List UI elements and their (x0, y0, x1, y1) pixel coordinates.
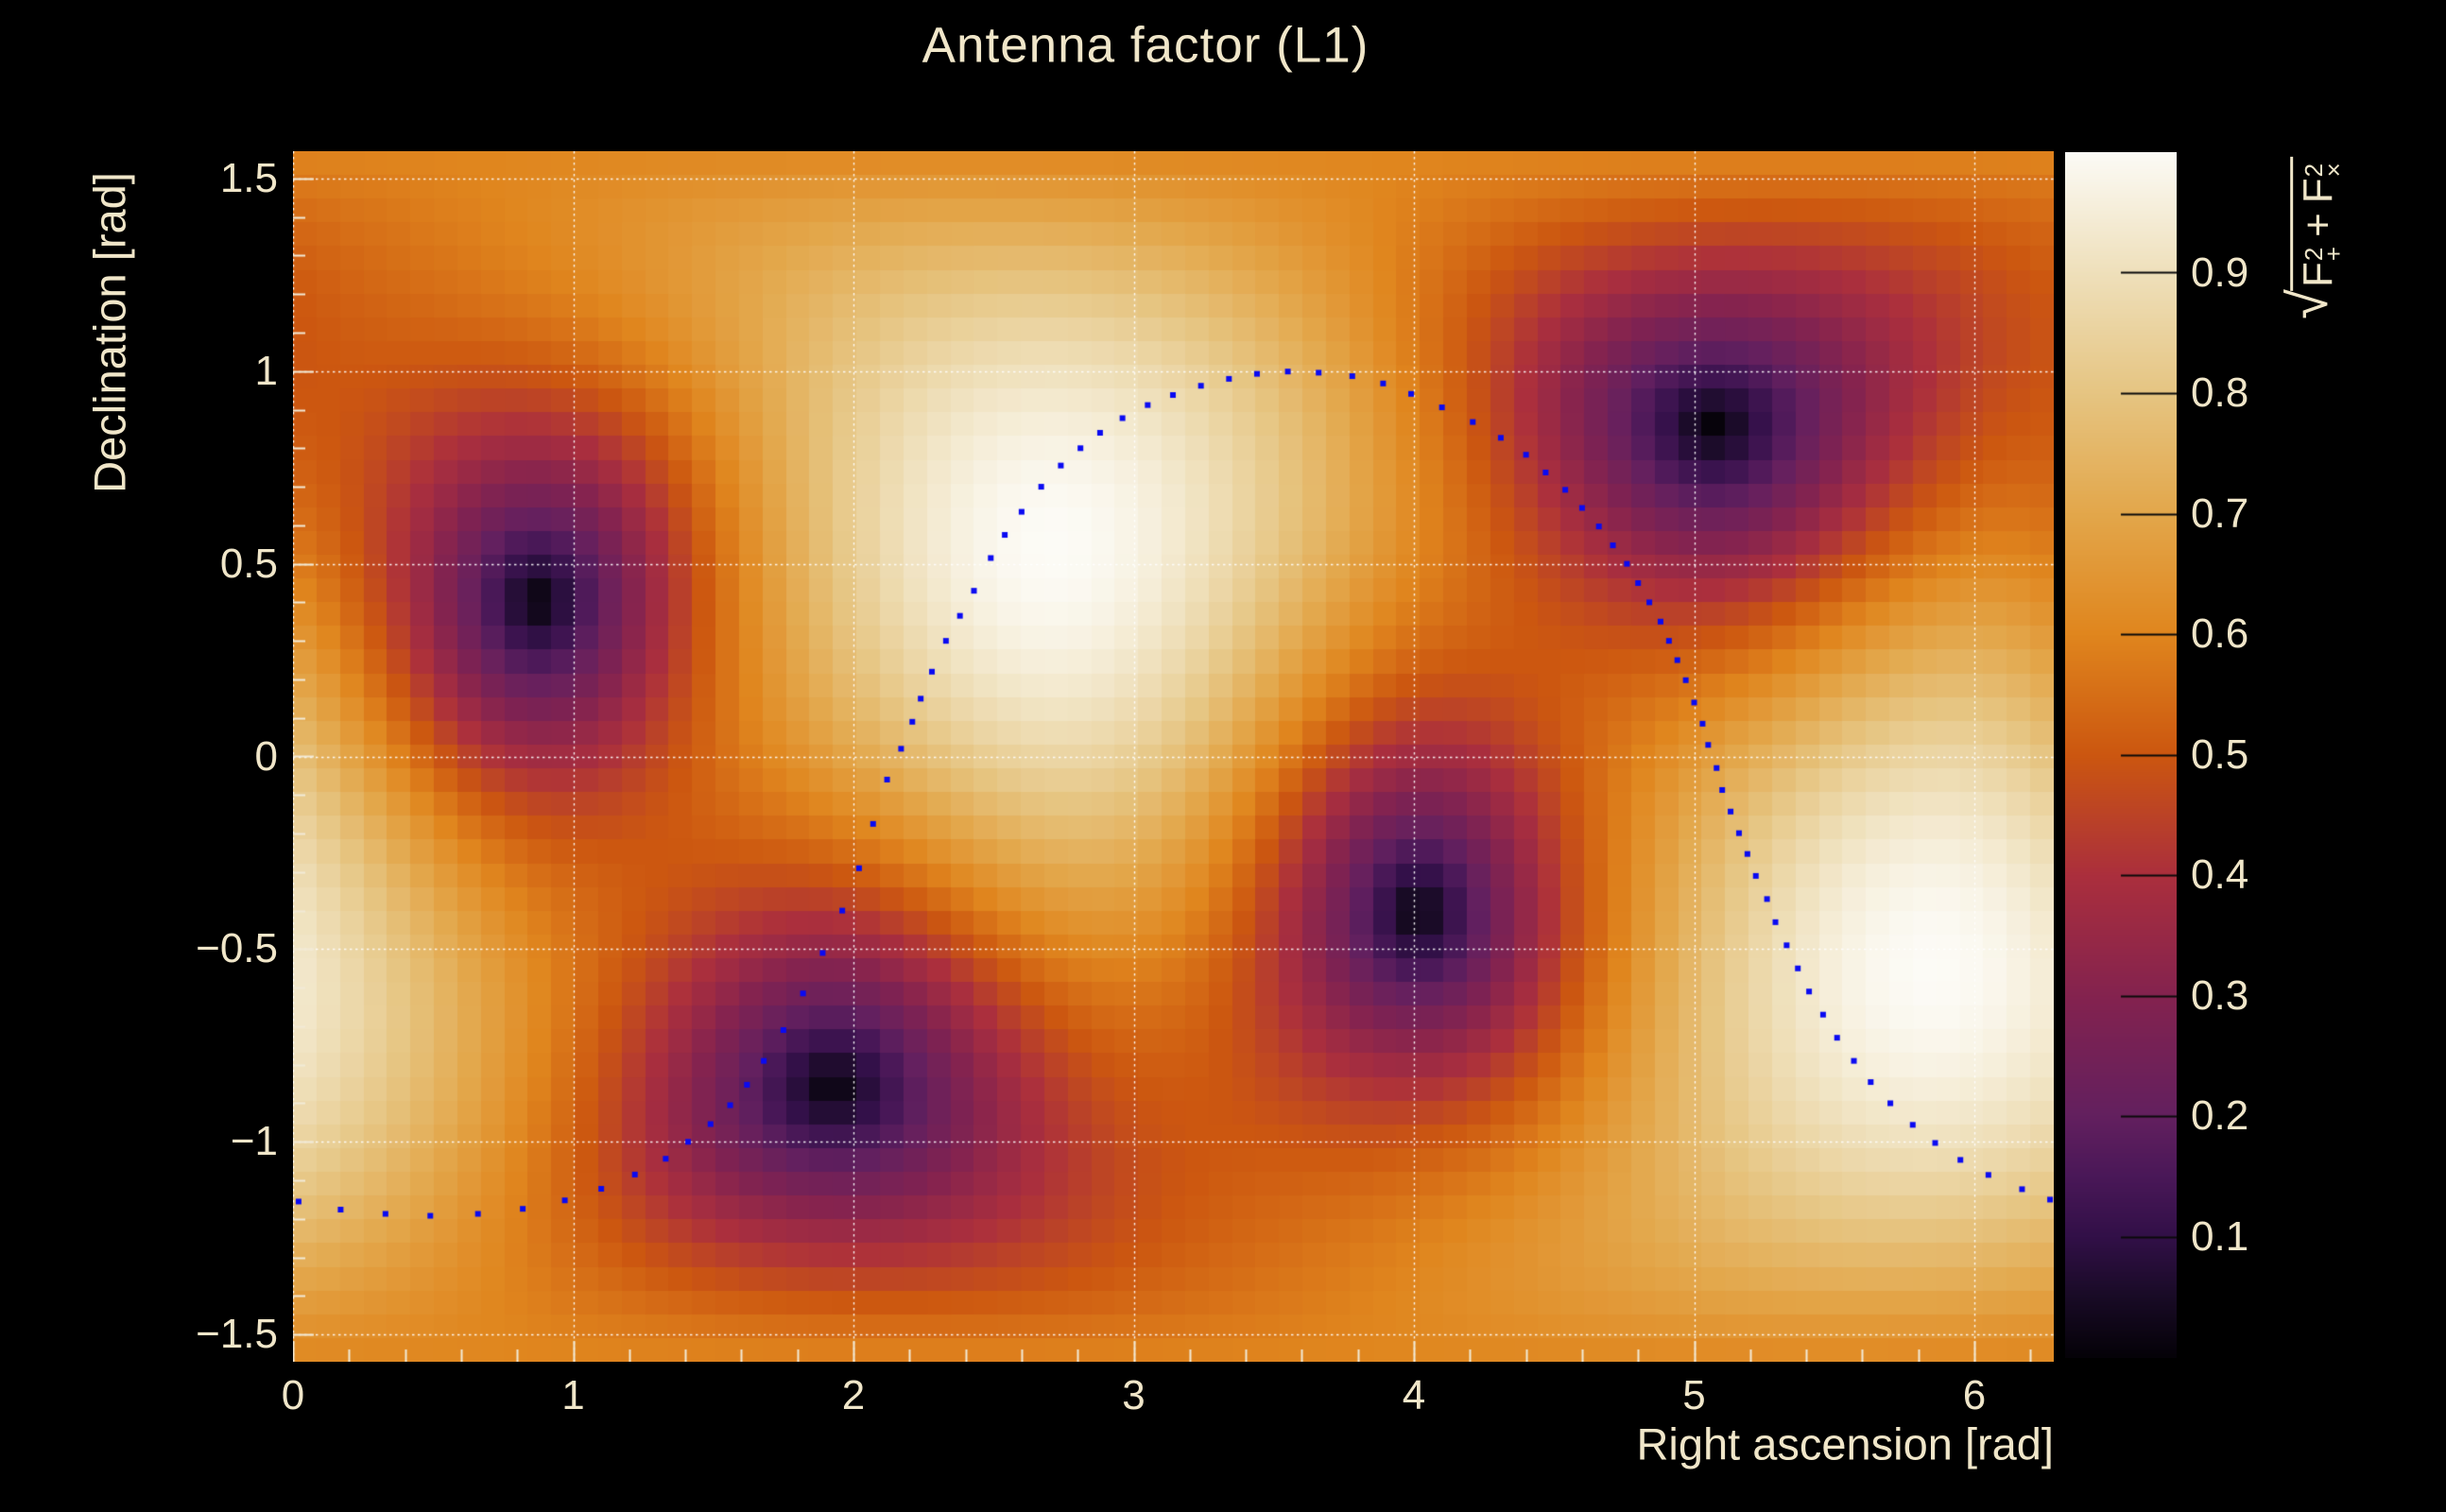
y-axis-title: Declination [rad] (84, 172, 135, 493)
x-tick-label: 3 (1122, 1372, 1145, 1418)
colorbar-tick-label: 0.9 (2191, 249, 2249, 296)
x-tick-label: 4 (1402, 1372, 1426, 1418)
colorbar-title-radicand: F 2 + +F 2 × (2290, 157, 2349, 292)
colorbar-canvas (2065, 152, 2177, 1358)
x-tick-label: 0 (281, 1372, 305, 1418)
y-tick-label: 0.5 (219, 540, 278, 587)
y-tick-label: 1 (254, 347, 278, 394)
x-tick-label: 1 (561, 1372, 585, 1418)
sqrt-icon: √ (2278, 289, 2340, 319)
colorbar-tick-label: 0.6 (2191, 610, 2249, 657)
colorbar-tick-label: 0.2 (2191, 1092, 2249, 1139)
y-tick-label: 1.5 (219, 154, 278, 201)
x-tick-label: 6 (1962, 1372, 1987, 1418)
page-title: Antenna factor (L1) (922, 17, 1369, 74)
y-tick-label: −1.5 (196, 1311, 278, 1358)
y-tick-label: 0 (254, 732, 278, 780)
y-tick-label: −0.5 (196, 925, 278, 972)
heatmap-canvas (293, 151, 2054, 1362)
colorbar-tick-label: 0.7 (2191, 490, 2249, 537)
colorbar-title: √ F 2 + +F 2 × (2278, 157, 2349, 319)
x-tick-label: 2 (841, 1372, 866, 1418)
colorbar-tick-label: 0.5 (2191, 730, 2249, 778)
colorbar-tick-label: 0.1 (2191, 1212, 2249, 1260)
x-tick-label: 5 (1682, 1372, 1706, 1418)
x-axis-title: Right ascension [rad] (1636, 1418, 2054, 1469)
y-tick-label: −1 (230, 1118, 278, 1165)
colorbar-tick-label: 0.3 (2191, 971, 2249, 1019)
colorbar-tick-label: 0.4 (2191, 851, 2249, 898)
colorbar-tick-label: 0.8 (2191, 369, 2249, 416)
